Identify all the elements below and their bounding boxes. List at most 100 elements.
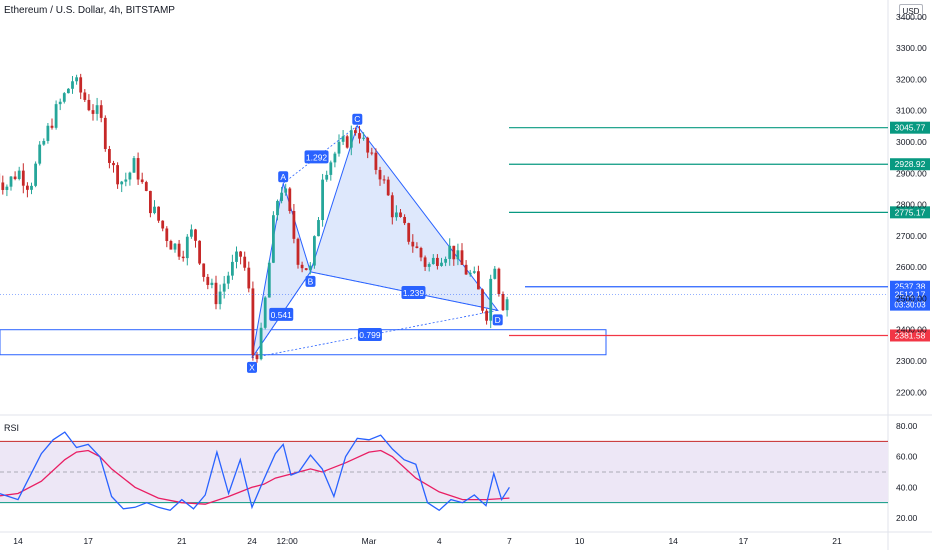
candle-body bbox=[485, 310, 488, 321]
rsi-tick-label: 60.00 bbox=[896, 452, 918, 462]
candle-body bbox=[382, 179, 386, 181]
candle-body bbox=[374, 152, 378, 170]
candles bbox=[0, 73, 509, 363]
price-tick-label: 2300.00 bbox=[896, 356, 927, 366]
axes: 2200.00 2300.00 2400.00 2500.00 2600.00 2700.… bbox=[13, 12, 927, 546]
candle-body bbox=[272, 215, 275, 263]
rsi-ma-line bbox=[0, 449, 510, 505]
candle-body bbox=[120, 181, 124, 185]
candle-body bbox=[71, 81, 74, 89]
candle-body bbox=[337, 141, 341, 154]
time-tick-label: 24 bbox=[247, 536, 257, 546]
pattern-ratio-label: 0.541 bbox=[271, 310, 293, 320]
candle-body bbox=[9, 176, 13, 187]
candle-body bbox=[17, 170, 21, 180]
candle-body bbox=[321, 179, 324, 221]
candle-body bbox=[259, 327, 263, 360]
candle-body bbox=[325, 174, 329, 180]
candle-body bbox=[399, 212, 402, 217]
candle-body bbox=[489, 278, 493, 321]
candle-body bbox=[300, 264, 304, 269]
candle-body bbox=[263, 297, 267, 328]
candle-body bbox=[329, 162, 333, 175]
target-level-label: 3045.77 bbox=[895, 123, 926, 133]
candle-body bbox=[185, 236, 189, 259]
candle-body bbox=[136, 158, 140, 180]
pattern-point-marker bbox=[278, 171, 289, 183]
price-tick-label: 3300.00 bbox=[896, 43, 927, 53]
candle-body bbox=[67, 88, 70, 94]
candle-body bbox=[333, 153, 337, 163]
candle-body bbox=[112, 162, 115, 166]
candle-body bbox=[497, 268, 501, 295]
candle-body bbox=[165, 228, 169, 241]
candle-body bbox=[54, 104, 58, 128]
price-tick-label: 2200.00 bbox=[896, 387, 927, 397]
candle-body bbox=[190, 229, 193, 237]
candle-body bbox=[427, 264, 431, 267]
candle-body bbox=[1, 182, 5, 190]
candle-body bbox=[444, 258, 447, 263]
candle-body bbox=[50, 125, 54, 128]
candle-body bbox=[235, 251, 238, 262]
candle-body bbox=[251, 288, 255, 356]
candle-body bbox=[95, 105, 99, 114]
last-price-label: 2512.17 bbox=[895, 290, 926, 300]
pattern-point-label: X bbox=[249, 362, 255, 372]
candle-body bbox=[181, 256, 185, 259]
rsi-tick-label: 80.00 bbox=[896, 421, 918, 431]
candle-body bbox=[366, 137, 370, 153]
candle-body bbox=[38, 144, 42, 164]
candle-body bbox=[108, 149, 111, 163]
candle-body bbox=[411, 241, 415, 247]
candle-body bbox=[472, 271, 476, 273]
candle-body bbox=[218, 291, 222, 305]
pattern-ratio-label: 1.239 bbox=[403, 288, 425, 298]
candle-body bbox=[477, 271, 480, 290]
candle-body bbox=[124, 179, 128, 182]
pattern-point-marker bbox=[247, 361, 257, 373]
candle-body bbox=[198, 240, 201, 264]
candle-body bbox=[149, 190, 152, 214]
candle-body bbox=[431, 257, 435, 265]
candle-body bbox=[79, 77, 83, 93]
candle-body bbox=[26, 185, 29, 190]
price-tick-label: 2400.00 bbox=[896, 325, 927, 335]
candle-body bbox=[21, 170, 25, 186]
rsi-panel-title: RSI bbox=[4, 423, 20, 433]
pattern-point-marker bbox=[352, 113, 363, 125]
target-level-label: 2928.92 bbox=[895, 159, 926, 169]
time-tick-label: 21 bbox=[832, 536, 842, 546]
candle-body bbox=[505, 299, 509, 311]
time-tick-label: 17 bbox=[739, 536, 749, 546]
price-tick-label: 3200.00 bbox=[896, 74, 927, 84]
candle-body bbox=[128, 172, 132, 180]
candle-body bbox=[390, 195, 394, 218]
candle-body bbox=[214, 282, 218, 305]
harmonic-pattern: X A B C D 0.541 1.292 1.239 0.799 bbox=[247, 113, 503, 373]
candle-body bbox=[13, 176, 17, 180]
time-tick-label: 14 bbox=[668, 536, 678, 546]
prz-rectangle bbox=[0, 329, 607, 356]
candle-body bbox=[222, 283, 226, 292]
price-tick-label: 3000.00 bbox=[896, 137, 927, 147]
currency-button[interactable]: USD bbox=[899, 4, 923, 19]
candle-body bbox=[423, 257, 427, 267]
candle-body bbox=[226, 275, 230, 284]
price-tick-label: 3400.00 bbox=[896, 12, 927, 22]
chart-title: Ethereum / U.S. Dollar, 4h, BITSTAMP bbox=[4, 5, 175, 16]
candle-body bbox=[452, 245, 456, 260]
candle-body bbox=[362, 137, 365, 139]
candle-body bbox=[464, 264, 468, 275]
candle-body bbox=[103, 117, 107, 150]
pattern-ratio-badge bbox=[269, 307, 294, 321]
pattern-ratio-badge bbox=[357, 328, 382, 342]
candle-body bbox=[177, 243, 181, 257]
candle-body bbox=[34, 163, 37, 186]
candle-body bbox=[157, 206, 160, 221]
candle-body bbox=[231, 261, 234, 276]
rsi-line bbox=[0, 431, 510, 512]
candle-body bbox=[358, 133, 361, 139]
time-tick-label: 17 bbox=[83, 536, 93, 546]
